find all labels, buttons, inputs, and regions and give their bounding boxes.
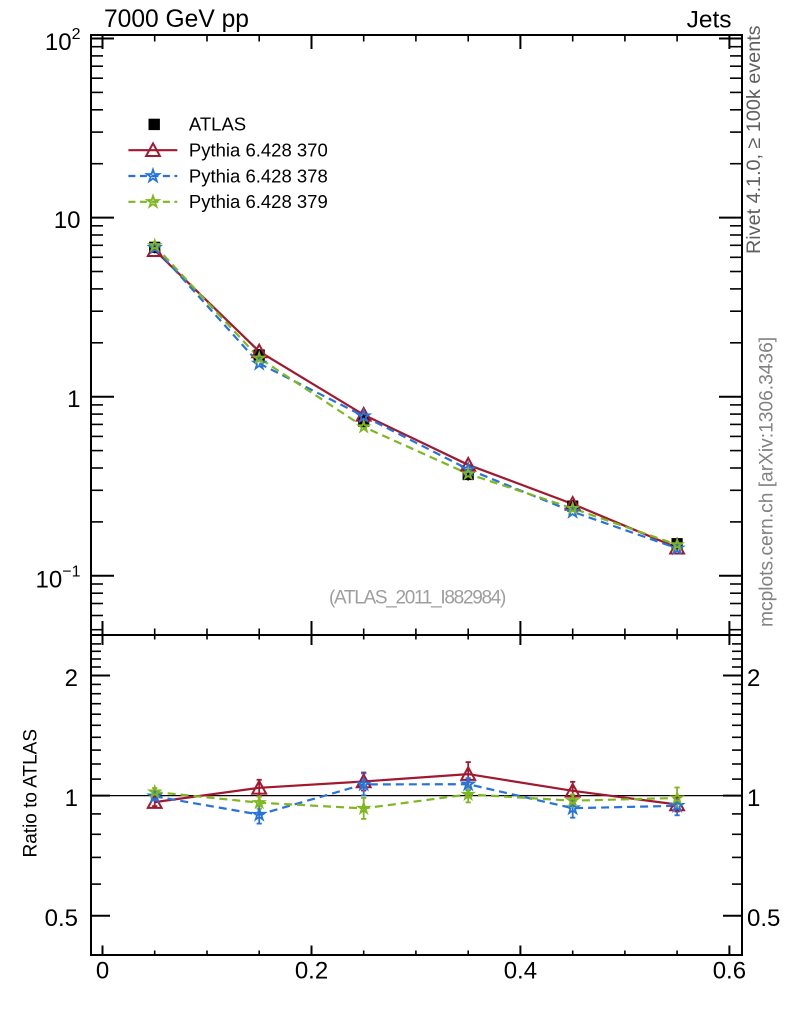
svg-text:Pythia 6.428 379: Pythia 6.428 379 xyxy=(189,191,328,212)
svg-text:ATLAS: ATLAS xyxy=(189,114,246,135)
svg-text:2: 2 xyxy=(65,665,78,692)
svg-text:0: 0 xyxy=(96,958,109,985)
svg-text:Ratio to ATLAS: Ratio to ATLAS xyxy=(21,729,42,858)
svg-text:1: 1 xyxy=(747,785,760,812)
svg-text:0.5: 0.5 xyxy=(45,905,78,932)
svg-text:0.5: 0.5 xyxy=(747,905,780,932)
svg-text:0.4: 0.4 xyxy=(504,958,537,985)
svg-text:0.6: 0.6 xyxy=(713,958,746,985)
svg-text:10: 10 xyxy=(54,207,81,234)
svg-text:7000 GeV pp: 7000 GeV pp xyxy=(104,6,249,33)
svg-text:1: 1 xyxy=(65,785,78,812)
svg-text:0.2: 0.2 xyxy=(295,958,328,985)
svg-text:Pythia 6.428 370: Pythia 6.428 370 xyxy=(189,140,328,161)
svg-text:2: 2 xyxy=(747,665,760,692)
svg-text:(ATLAS_2011_I882984): (ATLAS_2011_I882984) xyxy=(329,588,506,609)
svg-text:Pythia 6.428 378: Pythia 6.428 378 xyxy=(189,165,328,186)
svg-text:1: 1 xyxy=(67,386,80,413)
svg-text:Jets: Jets xyxy=(687,7,732,34)
svg-text:mcplots.cern.ch [arXiv:1306.34: mcplots.cern.ch [arXiv:1306.3436] xyxy=(757,337,778,627)
svg-text:Rivet 4.1.0, ≥ 100k events: Rivet 4.1.0, ≥ 100k events xyxy=(743,25,765,254)
svg-text:10−1: 10−1 xyxy=(36,563,81,593)
